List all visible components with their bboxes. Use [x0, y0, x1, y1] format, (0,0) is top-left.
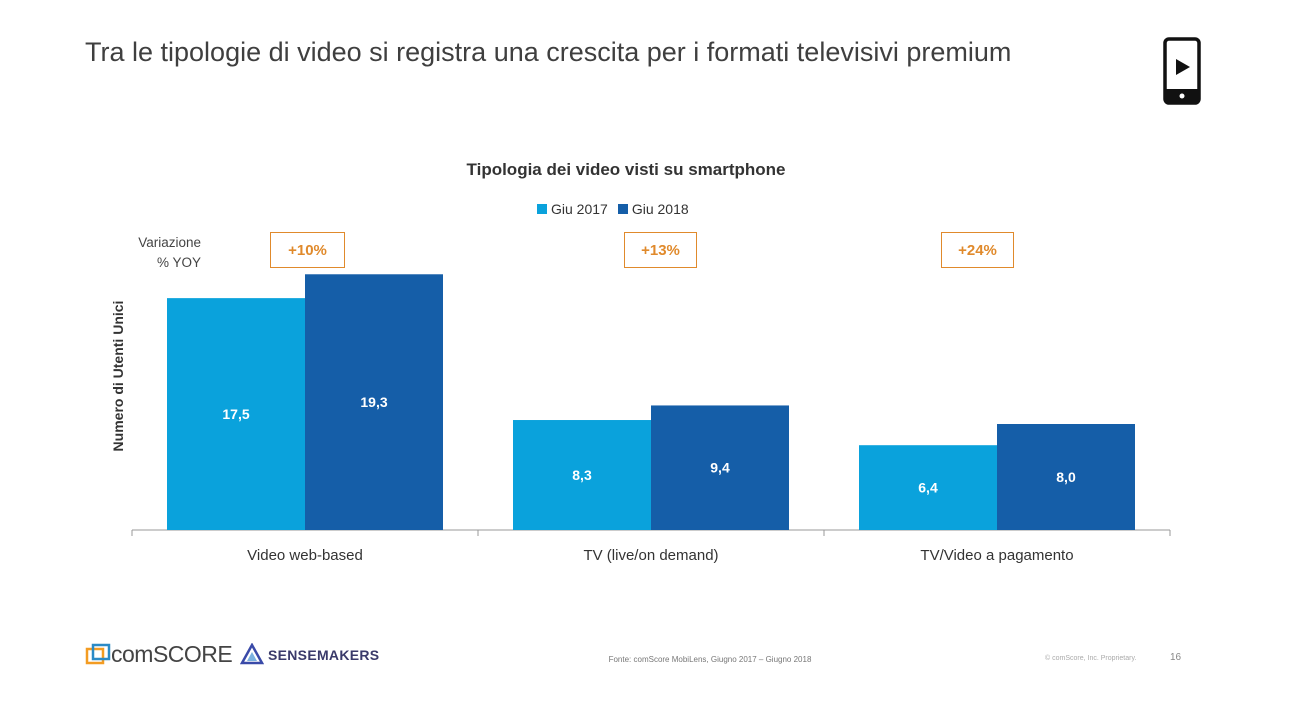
legend-item-giu-2017: Giu 2017: [537, 201, 608, 217]
bar-giu-2018-2: [997, 424, 1135, 530]
bar-value-label: 19,3: [360, 394, 387, 410]
source-note: Fonte: comScore MobiLens, Giugno 2017 – …: [608, 655, 812, 664]
legend-swatch: [617, 204, 628, 214]
category-label: TV/Video a pagamento: [920, 547, 1073, 564]
comscore-logo-icon: [85, 643, 111, 664]
legend-swatch: [537, 204, 547, 214]
smartphone-play-icon: [1163, 37, 1201, 105]
slide-title: Tra le tipologie di video si registra un…: [85, 37, 1012, 67]
sensemakers-logo-icon: [240, 643, 264, 665]
yoy-badge-video-web: +10%: [270, 232, 345, 268]
bar-giu-2018-0: [305, 274, 443, 530]
sensemakers-logo: SENSEMAKERS: [240, 643, 379, 667]
bar-giu-2018-1: [651, 405, 789, 530]
bar-value-label: 9,4: [710, 460, 730, 476]
bar-giu-2017-0: [167, 298, 305, 530]
chart-title: Tipologia dei video visti su smartphone: [466, 160, 786, 179]
yoy-label: Variazione % YOY: [128, 233, 201, 273]
comscore-logo: comSCORE: [85, 641, 233, 668]
category-label: TV (live/on demand): [583, 547, 718, 564]
yoy-badge-pay-tv: +24%: [941, 232, 1014, 268]
legend-label: Giu 2017: [551, 201, 608, 217]
sensemakers-brand-text: SENSEMAKERS: [268, 647, 380, 663]
bar-value-label: 8,0: [1056, 469, 1076, 485]
legend-label: Giu 2018: [631, 201, 689, 217]
bar-value-label: 8,3: [572, 467, 592, 483]
comscore-brand-text: comSCORE: [111, 641, 233, 667]
bar-value-label: 6,4: [918, 480, 938, 496]
yoy-badge-tv: +13%: [624, 232, 697, 268]
chart-legend: Giu 2017 Giu 2018: [537, 201, 689, 217]
bar-giu-2017-2: [859, 445, 997, 530]
yoy-label-line2: % YOY: [156, 255, 201, 270]
bar-value-label: 17,5: [222, 406, 249, 422]
yoy-label-line1: Variazione: [138, 235, 201, 250]
bar-giu-2017-1: [513, 420, 651, 530]
copyright-note: © comScore, Inc. Proprietary.: [1045, 655, 1137, 662]
page-number: 16: [1170, 652, 1182, 663]
legend-item-giu-2018: Giu 2018: [617, 201, 689, 217]
category-label: Video web-based: [247, 547, 363, 564]
